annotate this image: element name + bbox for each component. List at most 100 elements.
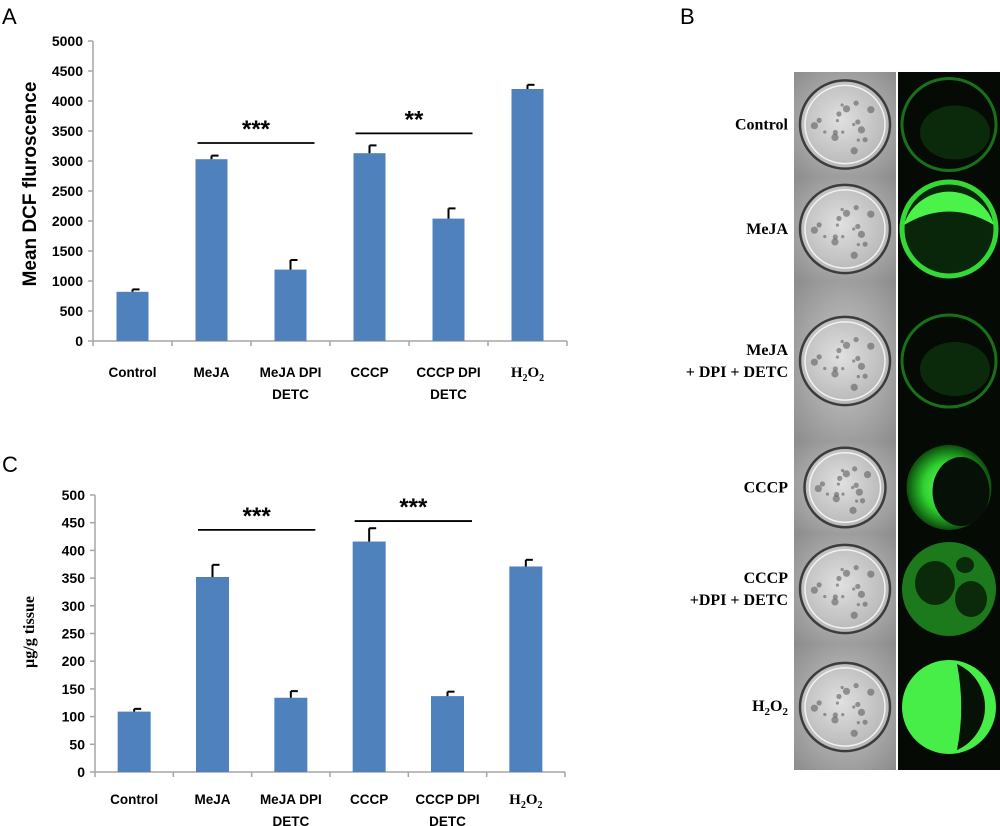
chart-c-categories: Control MeJA MeJA DPI DETC CCCP CCCP DPI DETC H…	[110, 792, 542, 826]
organelle-dot	[823, 130, 827, 134]
category-label: CCCP DPI	[416, 365, 480, 380]
fluorescence-signal	[920, 105, 990, 160]
micrograph-row: MeJA + DPI + DETC	[686, 281, 1000, 441]
bar	[509, 566, 543, 772]
organelle-dot	[840, 207, 844, 212]
organelle-dot	[837, 475, 843, 481]
chart-a-yticks: 0 500 1000 1500 2000 2500 3000 3500 4000 4500 5000	[52, 33, 83, 349]
category-label: Control	[110, 792, 158, 807]
cell-outline	[798, 315, 892, 407]
organelle-dot	[832, 594, 838, 600]
organelle-dot	[841, 235, 845, 239]
fluorescence-signal	[900, 76, 998, 173]
micrograph-row: CCCP +DPI + DETC	[690, 534, 1000, 644]
organelle-dot	[831, 370, 839, 378]
organelle-dot	[816, 582, 822, 588]
organelle-dot	[850, 611, 858, 619]
significance-label: **	[405, 106, 424, 133]
organelle-dot	[835, 223, 840, 227]
chart-c-tissue-content: µg/g tissue 0 50 100 150 200 250 300 350 400 450 5…	[21, 487, 566, 826]
organelle-dot	[862, 241, 868, 247]
category-label: MeJA DPI	[260, 792, 322, 807]
category-label: CCCP	[350, 365, 388, 380]
organelle-dot	[831, 133, 839, 142]
cell-inner-rim	[804, 84, 886, 165]
fluorescence-signal	[955, 581, 987, 617]
micrograph-label: +DPI + DETC	[690, 592, 788, 609]
organelle-dot	[841, 130, 845, 134]
organelle-dot	[842, 105, 851, 113]
bar	[116, 291, 149, 341]
fluorescence-signal	[900, 313, 998, 409]
organelle-dot	[855, 355, 861, 362]
bar	[431, 696, 464, 772]
organelle-dot	[856, 721, 860, 725]
organelle-dot	[855, 499, 859, 503]
chart-a-bars	[116, 89, 544, 341]
organelle-dot	[836, 111, 842, 117]
cell-outline	[798, 661, 892, 753]
cell-outline	[798, 183, 892, 275]
organelle-dot	[816, 222, 822, 228]
micrograph-label: H2O2	[752, 698, 788, 718]
fluorescence-signal	[904, 191, 994, 225]
chart-c-ylabel: µg/g tissue	[21, 596, 38, 668]
organelle-dot	[867, 210, 875, 218]
y-tick-label: 50	[69, 736, 85, 752]
cell-outline	[798, 543, 892, 635]
organelle-dot	[842, 687, 851, 695]
organelle-dot	[853, 482, 859, 488]
organelle-dot	[857, 362, 866, 370]
significance-label: ***	[243, 503, 272, 530]
organelle-dot	[850, 729, 858, 737]
organelle-dot	[823, 712, 827, 717]
y-tick-label: 250	[62, 626, 86, 642]
category-label: CCCP	[350, 792, 388, 807]
y-tick-label: 5000	[52, 33, 83, 49]
bar	[117, 711, 151, 772]
organelle-dot	[810, 704, 819, 712]
organelle-dot	[840, 468, 845, 473]
chart-c-axes	[90, 494, 566, 777]
organelle-dot	[852, 227, 856, 231]
organelle-dot	[840, 339, 844, 344]
category-label: MeJA	[193, 365, 229, 380]
bar	[352, 541, 386, 772]
organelle-dot	[842, 341, 851, 349]
micrograph-row: Control	[735, 72, 1000, 177]
organelle-dot	[856, 603, 860, 607]
organelle-dot	[849, 506, 857, 515]
organelle-dot	[850, 383, 858, 391]
y-tick-label: 0	[75, 333, 83, 349]
organelle-dot	[831, 238, 839, 246]
organelle-dot	[823, 594, 827, 599]
organelle-dot	[810, 122, 819, 130]
fluorescence-signal	[915, 561, 955, 605]
y-tick-label: 400	[62, 542, 86, 558]
chart-a-error-bars	[131, 83, 535, 292]
organelle-dot	[862, 601, 868, 607]
y-tick-label: 350	[62, 570, 86, 586]
organelle-dot	[814, 484, 822, 493]
organelle-dot	[810, 358, 819, 366]
fluorescence-signal	[932, 457, 990, 526]
organelle-dot	[841, 595, 845, 599]
bar	[196, 576, 229, 772]
organelle-dot	[835, 118, 840, 123]
panel-b-micrographs: Control MeJA MeJA + DPI + DETC CCCP CCCP +DPI …	[686, 72, 1000, 770]
category-label: DETC	[272, 814, 309, 826]
fluorescence-signal	[920, 342, 990, 396]
cell-inner-rim	[804, 189, 886, 269]
cell-inner-rim	[804, 321, 886, 401]
micrograph-label: CCCP	[744, 480, 789, 497]
organelle-dot	[810, 586, 819, 594]
organelle-dot	[842, 569, 851, 577]
y-tick-label: 2000	[52, 213, 83, 229]
y-tick-label: 3000	[52, 153, 83, 169]
organelle-dot	[832, 234, 838, 240]
organelle-dot	[851, 485, 855, 490]
bar	[511, 89, 544, 341]
organelle-dot	[823, 366, 827, 371]
organelle-dot	[841, 492, 845, 496]
